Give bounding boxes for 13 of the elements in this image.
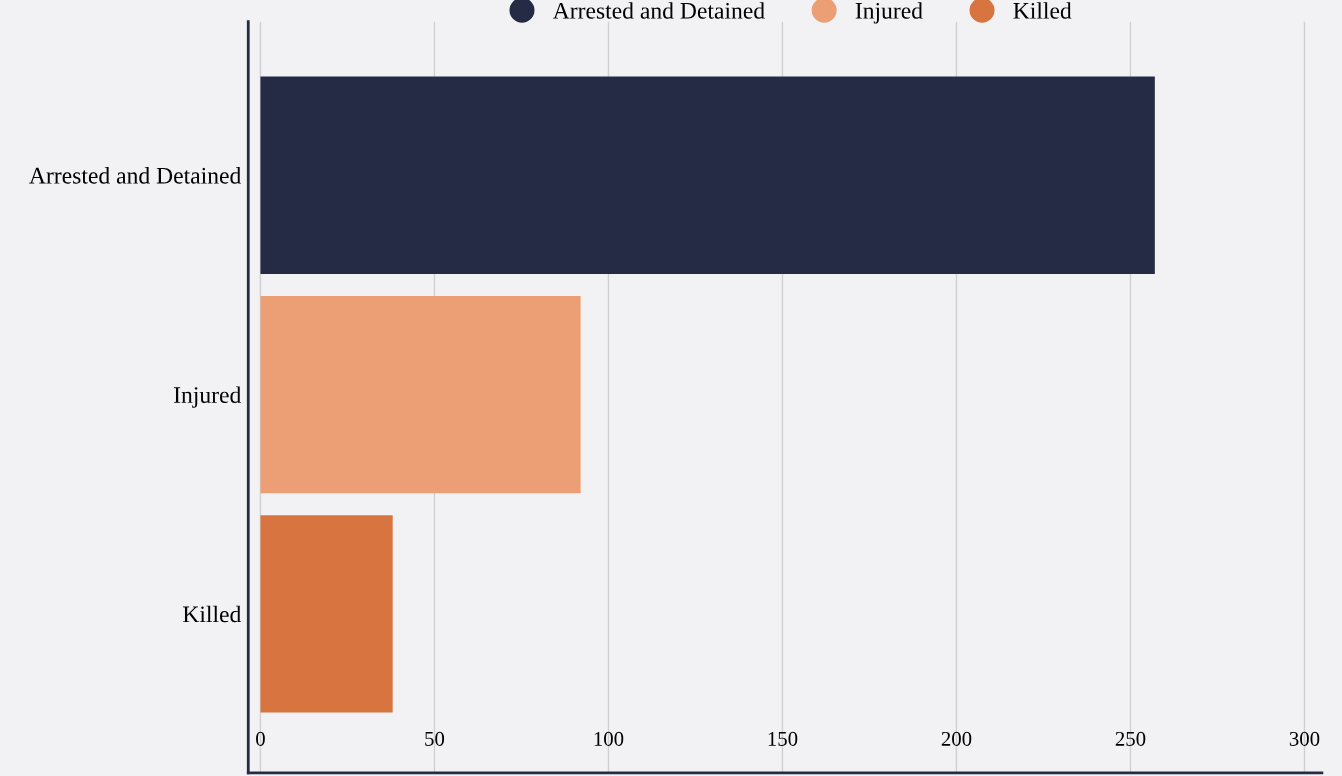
x-tick-label: 150: [768, 731, 798, 746]
x-tick-label: 0: [256, 731, 265, 746]
x-tick-label: 200: [941, 731, 972, 746]
x-tick-label: 50: [425, 731, 445, 746]
x-tick-label: 250: [1115, 731, 1146, 746]
x-tick-label: 100: [594, 731, 624, 746]
y-tick-label: Injured: [174, 386, 242, 408]
legend-label: Injured: [855, 2, 923, 24]
x-tick-label: 300: [1289, 731, 1320, 746]
legend-label: Killed: [1013, 2, 1072, 19]
legend-label: Arrested and Detained: [552, 2, 765, 19]
y-tick-label: Killed: [182, 605, 242, 623]
y-tick-label: Arrested and Detained: [29, 167, 242, 184]
